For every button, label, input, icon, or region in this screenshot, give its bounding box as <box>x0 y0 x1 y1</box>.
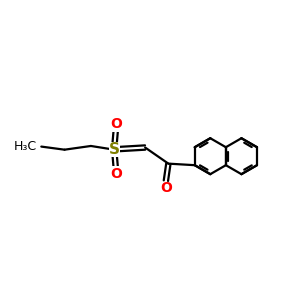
Text: S: S <box>109 142 120 157</box>
Text: O: O <box>110 167 122 181</box>
Text: O: O <box>110 117 122 131</box>
Text: H₃C: H₃C <box>14 140 37 153</box>
Text: O: O <box>160 182 172 195</box>
